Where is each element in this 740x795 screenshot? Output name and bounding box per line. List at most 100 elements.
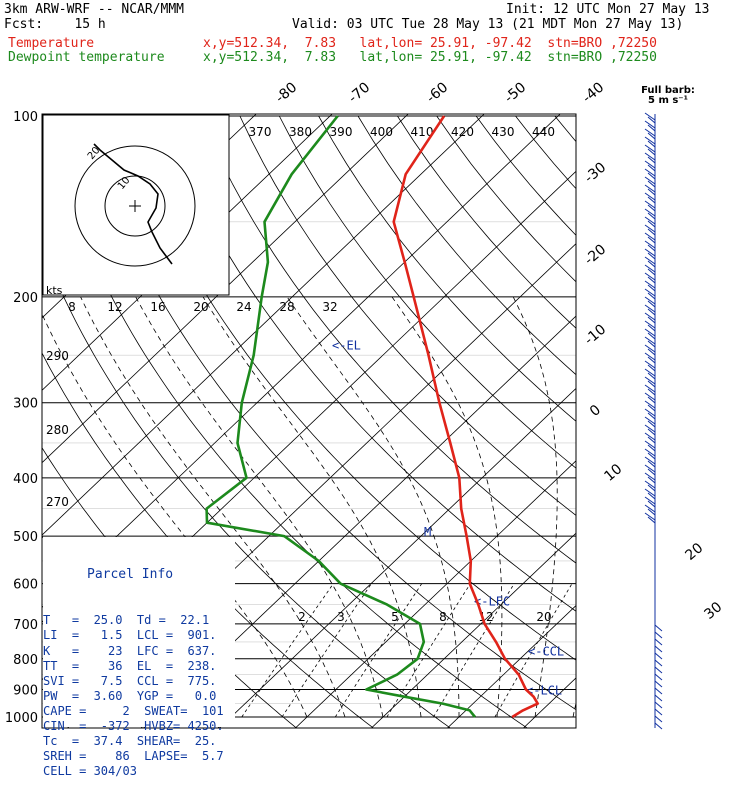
wind-barb — [655, 667, 662, 673]
mixing-ratio-label: 32 — [322, 300, 337, 314]
pressure-tick-label: 200 — [13, 291, 38, 306]
barb-header-line2: 5 m s⁻¹ — [648, 95, 688, 106]
isotherm-label: 20 — [682, 540, 706, 564]
isotherm-label: 30 — [701, 599, 725, 623]
wind-barb — [655, 653, 662, 659]
wind-barb — [655, 702, 662, 708]
mixing-ratio-label: 8 — [439, 610, 447, 624]
pressure-tick-label: 800 — [13, 653, 38, 668]
mixing-ratio-line — [282, 584, 371, 717]
mixing-ratio-label: 20 — [536, 610, 551, 624]
wind-barb — [655, 688, 662, 694]
theta-label: 420 — [451, 125, 474, 139]
isotherm-label: -60 — [424, 79, 452, 106]
dry-adiabat — [358, 116, 740, 730]
wind-barb — [655, 632, 662, 638]
parcel-info-title: Parcel Info — [43, 567, 235, 583]
pressure-tick-label: 400 — [13, 472, 38, 487]
parcel-row: CAPE = 2 SWEAT= 101 — [43, 704, 235, 719]
isotherm-label: -50 — [502, 79, 530, 106]
isotherm-line — [674, 88, 740, 729]
mixing-ratio-label: 8 — [68, 300, 76, 314]
wind-barb — [655, 695, 662, 701]
wind-barb — [655, 639, 662, 645]
pressure-tick-label: 700 — [13, 618, 38, 633]
level-marker: <-CCL — [528, 644, 564, 658]
theta-label: 430 — [492, 125, 515, 139]
isotherm-label: -80 — [273, 79, 301, 106]
moist-adiabat — [573, 297, 630, 717]
wind-barb — [655, 674, 662, 680]
dry-adiabat — [437, 116, 740, 730]
isotherm-label: 10 — [601, 461, 625, 485]
dry-adiabat — [201, 116, 740, 730]
parcel-row: K = 23 LFC = 637. — [43, 644, 235, 659]
pressure-tick-label: 600 — [13, 578, 38, 593]
isotherm-label: 0 — [587, 402, 604, 420]
parcel-row: PW = 3.60 YGP = 0.0 — [43, 689, 235, 704]
wind-barb — [655, 709, 662, 715]
mixing-ratio-label: 12 — [107, 300, 122, 314]
moist-adiabat — [611, 297, 715, 717]
dry-adiabat — [555, 116, 740, 730]
pressure-tick-label: 1000 — [5, 711, 38, 726]
parcel-row: LI = 1.5 LCL = 901. — [43, 628, 235, 643]
wind-barb — [655, 723, 662, 729]
dry-adiabat — [673, 116, 740, 730]
isotherm-label: -40 — [580, 79, 608, 106]
wind-barb — [655, 646, 662, 652]
parcel-row: SREH = 86 LAPSE= 5.7 — [43, 749, 235, 764]
isotherm-line — [598, 88, 740, 729]
parcel-row: CELL = 304/03 — [43, 764, 235, 779]
pressure-tick-label: 900 — [13, 683, 38, 698]
parcel-row: T = 25.0 Td = 22.1 — [43, 613, 235, 628]
dewpoint-profile — [207, 116, 475, 717]
mixing-ratio-line — [242, 584, 333, 717]
dry-adiabat — [476, 116, 740, 730]
dry-adiabat — [516, 116, 740, 730]
pressure-tick-label: 100 — [13, 110, 38, 125]
mixing-ratio-label: 28 — [279, 300, 294, 314]
wind-barb — [655, 716, 662, 722]
dry-adiabat — [279, 116, 740, 730]
wind-barb — [655, 660, 662, 666]
theta-label: 370 — [249, 125, 272, 139]
theta-label: 280 — [46, 423, 69, 437]
wind-barb — [645, 513, 655, 523]
theta-label: 440 — [532, 125, 555, 139]
dry-adiabat — [397, 116, 740, 730]
wind-barb — [655, 625, 662, 631]
parcel-row: SVI = 7.5 CCL = 775. — [43, 674, 235, 689]
moist-adiabat — [392, 297, 502, 717]
dry-adiabat — [319, 116, 740, 730]
parcel-row: CIN = -372 HVBZ= 4250. — [43, 719, 235, 734]
mixing-ratio-label: 24 — [236, 300, 251, 314]
theta-label: 270 — [46, 495, 69, 509]
mixing-ratio-label: 20 — [193, 300, 208, 314]
wind-barb-column — [645, 113, 662, 729]
wind-barb — [655, 681, 662, 687]
parcel-row: Tc = 37.4 SHEAR= 25. — [43, 734, 235, 749]
isotherm-label: -20 — [582, 241, 610, 268]
theta-label: 400 — [370, 125, 393, 139]
parcel-row: TT = 36 EL = 238. — [43, 659, 235, 674]
isotherm-label: -70 — [346, 79, 374, 106]
mixing-ratio-label: 2 — [298, 610, 306, 624]
hodograph-units: kts — [46, 284, 63, 297]
dry-adiabat — [240, 116, 740, 730]
isotherm-label: -10 — [582, 321, 610, 348]
level-marker: M — [424, 525, 431, 539]
dry-adiabat — [594, 116, 740, 730]
pressure-tick-label: 300 — [13, 397, 38, 412]
moist-adiabat — [203, 297, 421, 717]
pressure-tick-label: 500 — [13, 530, 38, 545]
mixing-ratio-label: 3 — [337, 610, 345, 624]
theta-label: 380 — [289, 125, 312, 139]
level-marker: <-EL — [332, 339, 361, 353]
hodograph-panel — [43, 115, 229, 295]
isotherm-label: -30 — [582, 159, 610, 186]
theta-label: 290 — [46, 349, 69, 363]
mixing-ratio-label: 16 — [150, 300, 165, 314]
